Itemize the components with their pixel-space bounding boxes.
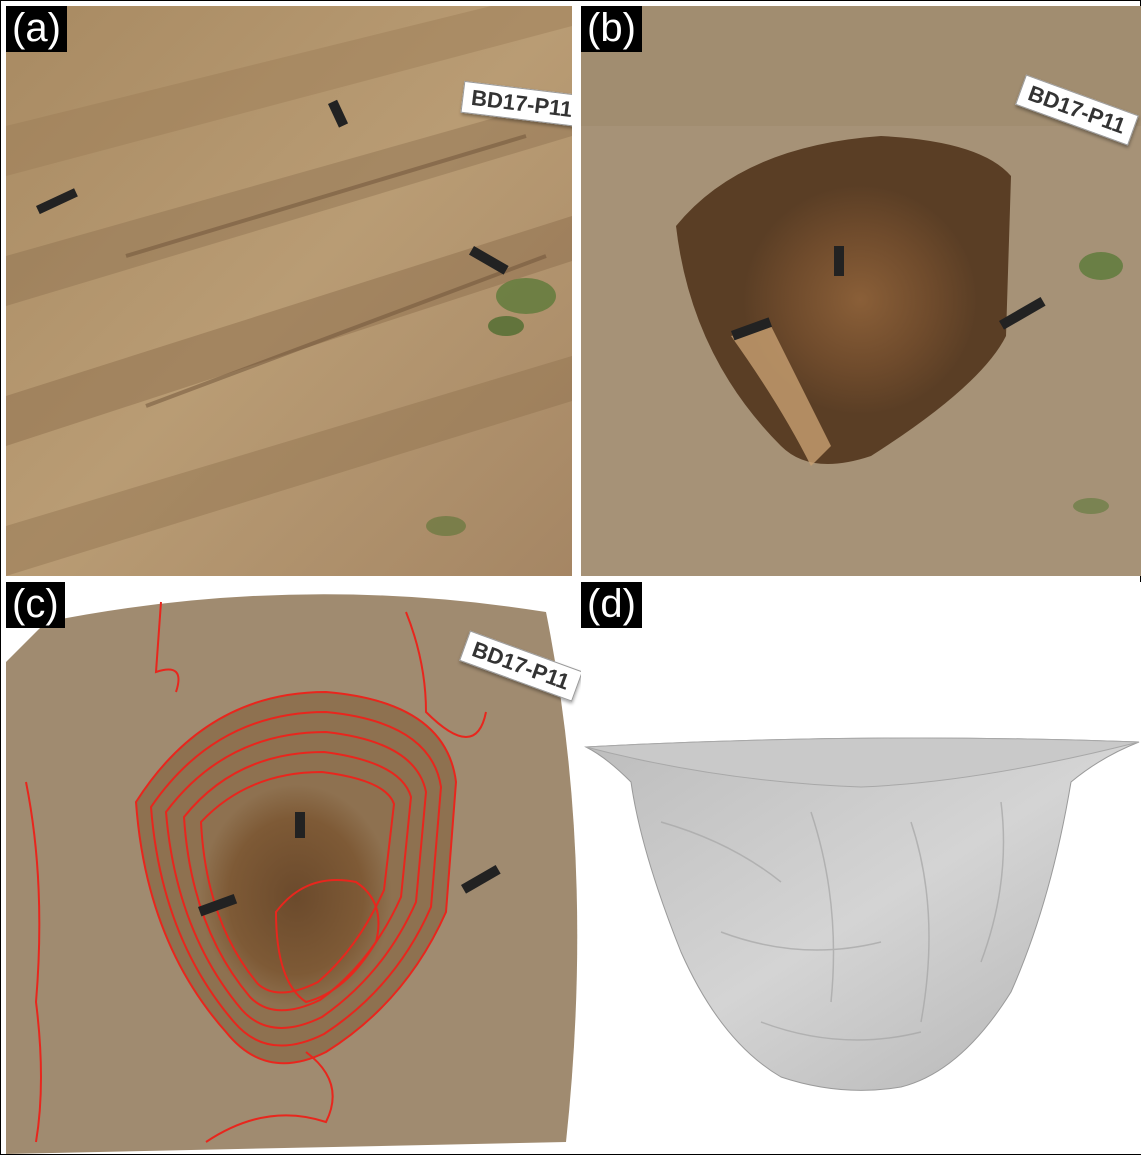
panel-label-d: (d) [581, 582, 642, 628]
panel-b-photo: (b) BD17-P11 [581, 6, 1141, 576]
panel-label-b: (b) [581, 6, 642, 52]
panel-c-contour-map: (c) BD17-P11 [6, 582, 581, 1154]
panel-d-3d-model: (d) [581, 582, 1141, 1154]
pit-3d-mesh [581, 582, 1141, 1154]
soil-surface-photo [6, 6, 572, 576]
panel-label-a: (a) [6, 6, 67, 52]
contour-orthophoto [6, 582, 581, 1154]
panel-label-c: (c) [6, 582, 65, 628]
panel-a-photo: (a) BD17-P11 [6, 6, 572, 576]
